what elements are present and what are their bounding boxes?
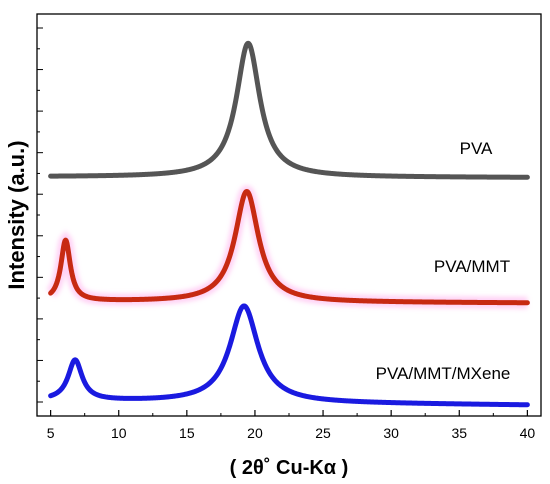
plot-frame xyxy=(36,13,542,417)
series-line-pva-mmt-mxene xyxy=(48,303,530,408)
x-tick-label-10: 10 xyxy=(111,425,127,441)
series-label-pva-mmt-mxene: PVA/MMT/MXene xyxy=(376,364,511,383)
series-line-pva-mmt xyxy=(48,188,530,306)
x-tick-label-40: 40 xyxy=(520,425,536,441)
x-tick-label-15: 15 xyxy=(179,425,195,441)
x-tick-label-25: 25 xyxy=(315,425,331,441)
x-axis-title: ( 2θ˚ Cu-Kα ) xyxy=(230,456,349,479)
x-tick-label-5: 5 xyxy=(47,425,55,441)
series-line-pva xyxy=(48,40,530,180)
series-label-pva-mmt: PVA/MMT xyxy=(434,257,510,276)
x-tick-label-30: 30 xyxy=(383,425,399,441)
x-tick-label-35: 35 xyxy=(451,425,467,441)
y-axis-title: Intensity (a.u.) xyxy=(4,140,29,289)
series-glow-pva-mmt xyxy=(46,185,528,309)
x-tick-label-20: 20 xyxy=(247,425,263,441)
series-label-pva: PVA xyxy=(460,139,493,158)
